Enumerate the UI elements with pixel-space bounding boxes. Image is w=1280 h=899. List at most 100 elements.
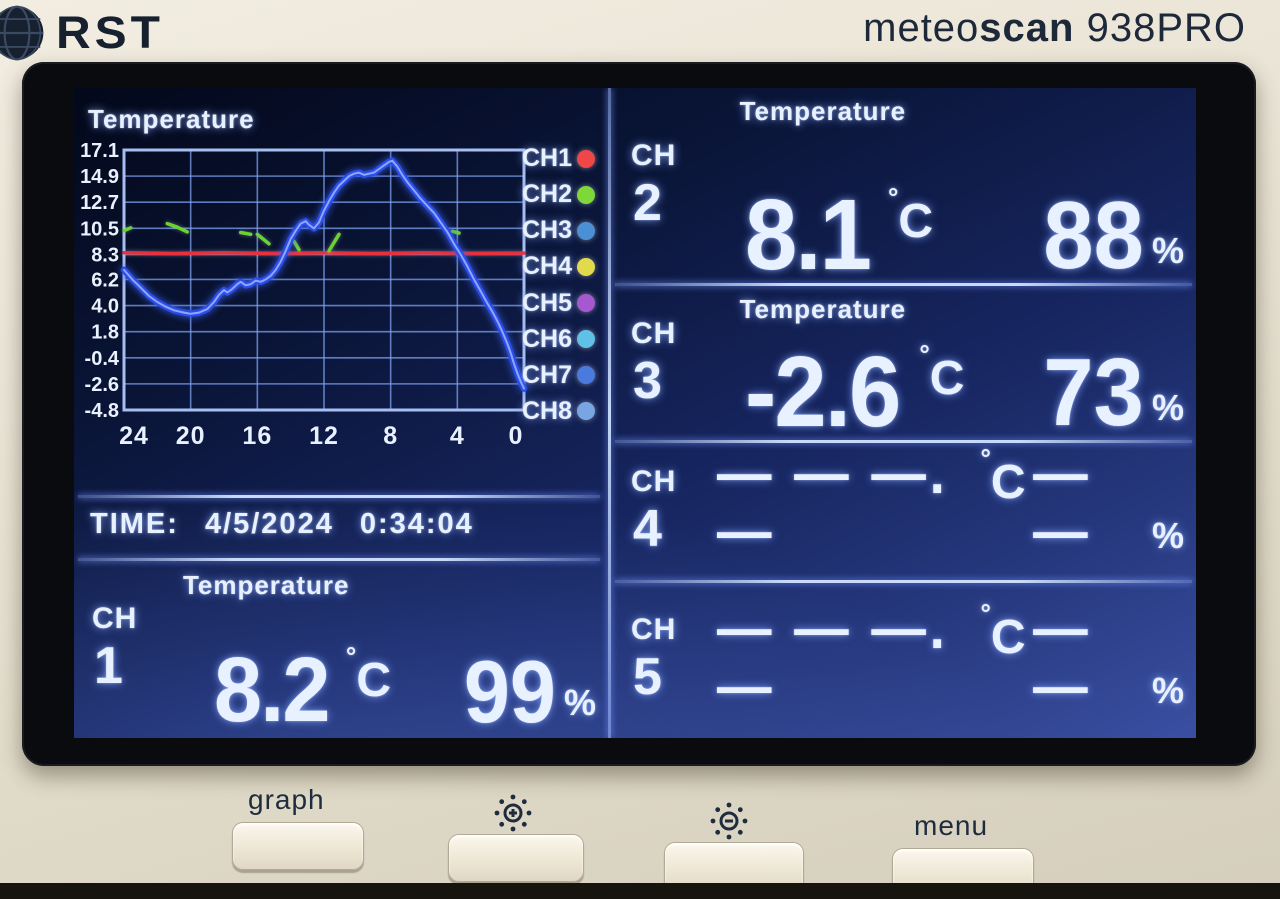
svg-text:0: 0 bbox=[509, 422, 524, 450]
temperature-value: — — —.— bbox=[717, 441, 949, 564]
svg-text:4.0: 4.0 bbox=[91, 296, 119, 318]
channel-panel-3: CH 3 Temperature -2.6 ° C 73 % bbox=[613, 286, 1196, 443]
svg-text:12: 12 bbox=[309, 422, 339, 450]
sensor-type-label: Temperature bbox=[739, 294, 907, 324]
sensor-reading: 8.2 ° C 99 % bbox=[138, 638, 600, 738]
percent-unit: % bbox=[1151, 230, 1184, 271]
humidity-value: 99 bbox=[463, 641, 556, 738]
brand-name: RST bbox=[56, 7, 164, 59]
celsius-unit: ° C bbox=[980, 600, 1026, 664]
model-regular: meteo bbox=[863, 6, 980, 50]
legend-label: CH1 bbox=[522, 144, 573, 172]
percent-unit: % bbox=[1151, 387, 1184, 428]
svg-text:20: 20 bbox=[176, 422, 206, 450]
legend-label: CH2 bbox=[522, 180, 573, 209]
legend-item: CH4 bbox=[522, 252, 608, 281]
channel-panel-2: CH 2 Temperature 8.1 ° C 88 % bbox=[613, 88, 1196, 286]
temperature-value: — — —.— bbox=[717, 596, 949, 719]
sensor-type-label: Temperature bbox=[739, 96, 907, 126]
celsius-unit: ° C bbox=[919, 341, 964, 403]
celsius-letter: C bbox=[990, 456, 1026, 509]
channel-badge: CH 4 bbox=[631, 467, 676, 559]
legend-color-dot bbox=[577, 185, 596, 204]
legend-label: CH6 bbox=[522, 324, 573, 353]
legend-item: CH1 bbox=[522, 144, 608, 173]
degree-symbol: ° bbox=[919, 339, 930, 369]
channel-badge: CH 3 bbox=[631, 316, 677, 407]
percent-unit: % bbox=[1151, 515, 1184, 556]
channel-label: CH bbox=[631, 316, 677, 350]
channel-panel-5: CH 5 — — —.— ° C — — % bbox=[613, 583, 1196, 738]
legend-color-dot bbox=[577, 294, 596, 313]
svg-text:8: 8 bbox=[383, 422, 398, 450]
legend-color-dot bbox=[577, 221, 596, 240]
sensor-type-label: Temperature bbox=[182, 570, 350, 600]
legend-label: CH8 bbox=[522, 396, 573, 425]
legend-color-dot bbox=[577, 330, 596, 349]
graph-button[interactable] bbox=[232, 822, 364, 870]
legend-color-dot bbox=[577, 402, 596, 421]
channel-label: CH bbox=[92, 602, 138, 636]
degree-symbol: ° bbox=[888, 182, 899, 212]
celsius-letter: C bbox=[898, 195, 934, 248]
graph-title: Temperature bbox=[88, 104, 255, 134]
time-label: TIME: bbox=[90, 508, 179, 540]
celsius-unit: ° C bbox=[888, 184, 934, 248]
legend-color-dot bbox=[577, 257, 596, 276]
menu-button-label: menu bbox=[914, 810, 989, 841]
legend-item: CH2 bbox=[522, 180, 608, 209]
degree-symbol: ° bbox=[980, 598, 991, 628]
channel-number: 2 bbox=[633, 174, 662, 233]
temperature-value: 8.2 bbox=[214, 638, 330, 738]
humidity-value: — — bbox=[1032, 441, 1091, 564]
humidity-value: 88 bbox=[1043, 182, 1144, 290]
lcd-display: Temperature 17.1 14.9 12.7 10.5 8.3 6.2 4.0 1.8… bbox=[74, 88, 1196, 738]
graph-section: Temperature 17.1 14.9 12.7 10.5 8.3 6.2 4.0 1.8… bbox=[74, 88, 608, 738]
channel-number: 4 bbox=[633, 500, 662, 559]
svg-text:12.7: 12.7 bbox=[80, 192, 119, 214]
svg-text:17.1: 17.1 bbox=[80, 142, 119, 162]
percent-unit: % bbox=[1151, 670, 1184, 711]
legend-item: CH3 bbox=[522, 216, 608, 245]
humidity-value: 73 bbox=[1043, 339, 1144, 447]
channel-label: CH bbox=[631, 612, 677, 646]
svg-text:4: 4 bbox=[450, 422, 465, 450]
screen-bezel: Temperature 17.1 14.9 12.7 10.5 8.3 6.2 4.0 1.8… bbox=[22, 62, 1256, 766]
rst-globe-icon bbox=[0, 5, 44, 61]
model-number: 938PRO bbox=[1074, 6, 1246, 50]
channel-number: 1 bbox=[94, 637, 123, 696]
svg-text:14.9: 14.9 bbox=[80, 166, 119, 188]
model-bold: scan bbox=[979, 6, 1075, 50]
brightness-up-button[interactable] bbox=[448, 834, 584, 882]
celsius-unit: ° C bbox=[346, 643, 391, 707]
channel-badge: CH 5 bbox=[631, 612, 677, 706]
sensor-reading: — — —.— ° C — — % bbox=[697, 600, 1188, 716]
channel-panel-4: CH 4 — — —.— ° C — — % bbox=[613, 443, 1196, 583]
legend-item: CH7 bbox=[522, 361, 608, 390]
legend-color-dot bbox=[577, 366, 596, 385]
legend-label: CH5 bbox=[522, 288, 573, 317]
channel-label: CH bbox=[631, 139, 677, 173]
humidity-value: — — bbox=[1032, 596, 1091, 719]
celsius-letter: C bbox=[990, 611, 1026, 664]
percent-unit: % bbox=[563, 682, 596, 723]
temperature-value: -2.6 bbox=[745, 336, 901, 448]
channel-badge: CH 2 bbox=[631, 139, 677, 233]
channel-readouts: CH 2 Temperature 8.1 ° C 88 % CH 3 Temper… bbox=[613, 88, 1196, 738]
legend-label: CH4 bbox=[522, 252, 573, 281]
brightness-down-icon bbox=[710, 802, 748, 840]
svg-text:1.8: 1.8 bbox=[91, 322, 119, 344]
svg-text:6.2: 6.2 bbox=[91, 269, 119, 291]
device-edge bbox=[0, 883, 1280, 899]
svg-text:24: 24 bbox=[119, 422, 149, 450]
svg-text:8.3: 8.3 bbox=[91, 244, 119, 266]
legend-item: CH6 bbox=[522, 325, 608, 354]
svg-text:-2.6: -2.6 bbox=[85, 374, 119, 396]
degree-symbol: ° bbox=[980, 443, 991, 473]
celsius-letter: C bbox=[356, 653, 391, 707]
channel-panel-1: CH 1 Temperature 8.2 ° C 99 % bbox=[74, 562, 608, 738]
brightness-up-icon bbox=[494, 794, 532, 832]
channel-number: 5 bbox=[633, 647, 662, 706]
legend-label: CH3 bbox=[522, 216, 573, 245]
temperature-chart: 17.1 14.9 12.7 10.5 8.3 6.2 4.0 1.8 -0.4 -2.6 -4.8… bbox=[80, 142, 528, 450]
